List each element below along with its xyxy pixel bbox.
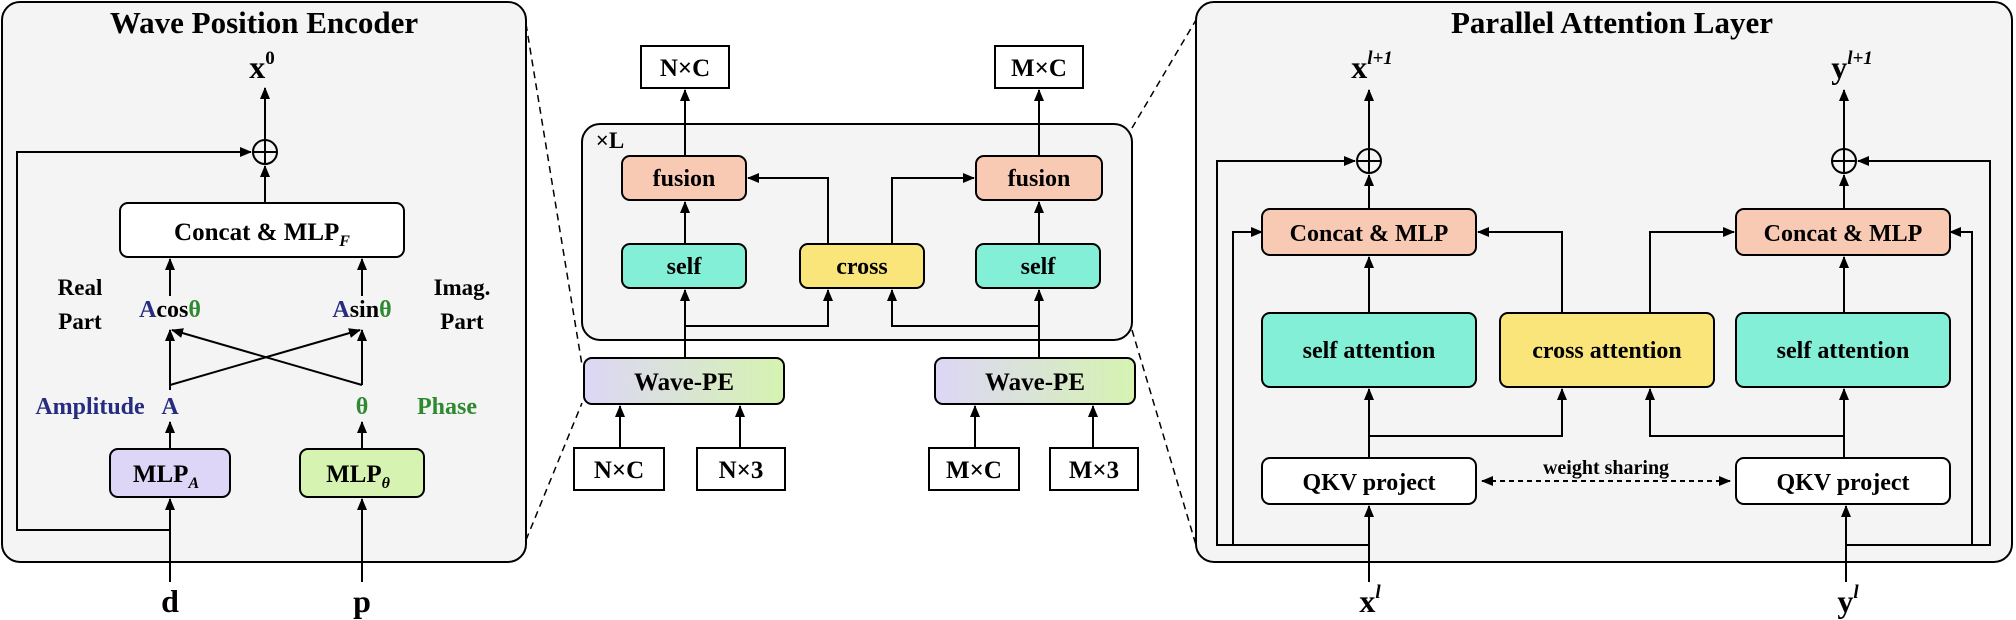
wpe-theta-symbol: θ <box>356 394 369 420</box>
cross-label: cross <box>836 254 888 280</box>
input-m3-box <box>1049 447 1139 491</box>
input-mc-box <box>928 447 1020 491</box>
wavepe-left-box <box>583 357 785 405</box>
input-nc-label: N×C <box>594 457 644 484</box>
wpe-amplitude-label: Amplitude <box>35 394 145 420</box>
wpe-imag-part-label-2: Part <box>440 309 484 334</box>
wpe-title: Wave Position Encoder <box>110 5 419 40</box>
right-to-cross-arrow <box>887 289 1039 327</box>
pal-cross-attention-label: cross attention <box>1532 338 1682 364</box>
pal-output-x: xl+1 <box>1351 48 1393 85</box>
input-m3-label: M×3 <box>1069 457 1119 484</box>
output-nc-label: N×C <box>660 55 710 82</box>
wpe-mlp-theta-label: MLPθ <box>326 461 391 492</box>
pal-concat-right-box <box>1735 208 1951 256</box>
wpe-mlp-theta-box <box>299 448 425 498</box>
zoom-line-left-bottom <box>525 402 583 541</box>
pal-concat-left-side-feed <box>1232 227 1369 546</box>
pal-concat-right-label: Concat & MLP <box>1764 221 1923 247</box>
input-nc-box <box>573 447 665 491</box>
wpe-concat-mlp-box <box>119 202 405 258</box>
wpe-skip-connection <box>16 147 252 531</box>
wpe-panel-frame <box>1 1 527 563</box>
input-mc-label: M×C <box>946 457 1002 484</box>
pal-qkv-left-box <box>1261 457 1477 505</box>
wpe-input-p: p <box>353 583 371 619</box>
pal-weight-sharing-label: weight sharing <box>1543 457 1669 479</box>
fusion-right-label: fusion <box>1008 166 1071 192</box>
pal-panel-frame <box>1195 1 2013 563</box>
cross-to-fusion-left-arrow <box>747 173 829 244</box>
cross-box <box>799 243 925 289</box>
wpe-phase-to-acos-cross <box>171 328 363 386</box>
pal-add-node-right <box>1831 148 1857 174</box>
fusion-left-label: fusion <box>653 166 716 192</box>
pal-qkv-right-box <box>1735 457 1951 505</box>
output-nc-box <box>640 45 730 89</box>
wave-position-encoder-panel: Wave Position Encoder x0 Concat & MLPF R… <box>1 1 527 619</box>
pal-self-attention-left-label: self attention <box>1303 338 1436 364</box>
fusion-left-box <box>621 155 747 201</box>
wpe-acos-label: Acosθ <box>139 297 201 323</box>
pal-qkv-left-to-cross <box>1369 388 1567 437</box>
wavepe-left-label: Wave-PE <box>634 369 734 396</box>
pal-title: Parallel Attention Layer <box>1451 5 1773 40</box>
output-mc-box <box>994 45 1084 89</box>
input-n3-label: N×3 <box>719 457 764 484</box>
zoom-line-right-top <box>1131 19 1197 129</box>
pal-concat-left-box <box>1261 208 1477 256</box>
zoom-line-left-top <box>525 23 583 366</box>
wpe-concat-mlp-label: Concat & MLPF <box>174 219 350 250</box>
wpe-asin-label: Asinθ <box>332 297 391 323</box>
repeat-block-label: ×L <box>596 128 624 153</box>
wpe-real-part-label-2: Part <box>58 309 102 334</box>
zoom-line-right-bottom <box>1131 329 1197 546</box>
pal-output-y: yl+1 <box>1831 48 1873 85</box>
wavepe-right-box <box>934 357 1136 405</box>
wpe-amplitude-symbol: A <box>161 394 179 420</box>
wavepe-right-label: Wave-PE <box>985 369 1085 396</box>
pal-self-attention-right-box <box>1735 312 1951 388</box>
wpe-mlp-a-box <box>109 448 231 498</box>
pal-qkv-left-label: QKV project <box>1302 470 1435 496</box>
left-to-cross-arrow <box>685 289 833 327</box>
output-mc-label: M×C <box>1011 55 1067 82</box>
self-left-label: self <box>667 254 703 280</box>
pal-qkv-right-label: QKV project <box>1776 470 1909 496</box>
wpe-real-part-label-1: Real <box>58 275 103 300</box>
pal-self-attention-right-label: self attention <box>1777 338 1910 364</box>
pal-input-x: xl <box>1359 582 1381 619</box>
wpe-add-node <box>252 139 278 165</box>
architecture-overview: N×C M×C ×L fusion fusion self cross self… <box>573 45 1139 491</box>
fusion-right-box <box>975 155 1103 201</box>
pal-cross-to-concat-left <box>1477 227 1563 313</box>
cross-to-fusion-right-arrow <box>891 173 975 244</box>
pal-concat-right-side-feed <box>1846 227 1973 546</box>
parallel-attention-panel: Parallel Attention Layer xl+1 yl+1 Conca… <box>1195 1 2013 619</box>
self-right-label: self <box>1021 254 1057 280</box>
pal-qkv-right-to-cross <box>1645 388 1844 437</box>
pal-self-attention-left-box <box>1261 312 1477 388</box>
pal-cross-attention-box <box>1499 312 1715 388</box>
pal-add-node-left <box>1356 148 1382 174</box>
pal-input-y: yl <box>1837 582 1859 619</box>
wpe-output-x: x0 <box>249 48 275 85</box>
wpe-mlp-a-label: MLPA <box>133 461 200 492</box>
wpe-input-d: d <box>161 583 179 619</box>
pal-concat-left-label: Concat & MLP <box>1290 221 1449 247</box>
wpe-imag-part-label-1: Imag. <box>434 275 491 300</box>
pal-cross-to-concat-right <box>1649 227 1735 313</box>
input-n3-box <box>696 447 786 491</box>
wpe-phase-label: Phase <box>417 394 477 420</box>
